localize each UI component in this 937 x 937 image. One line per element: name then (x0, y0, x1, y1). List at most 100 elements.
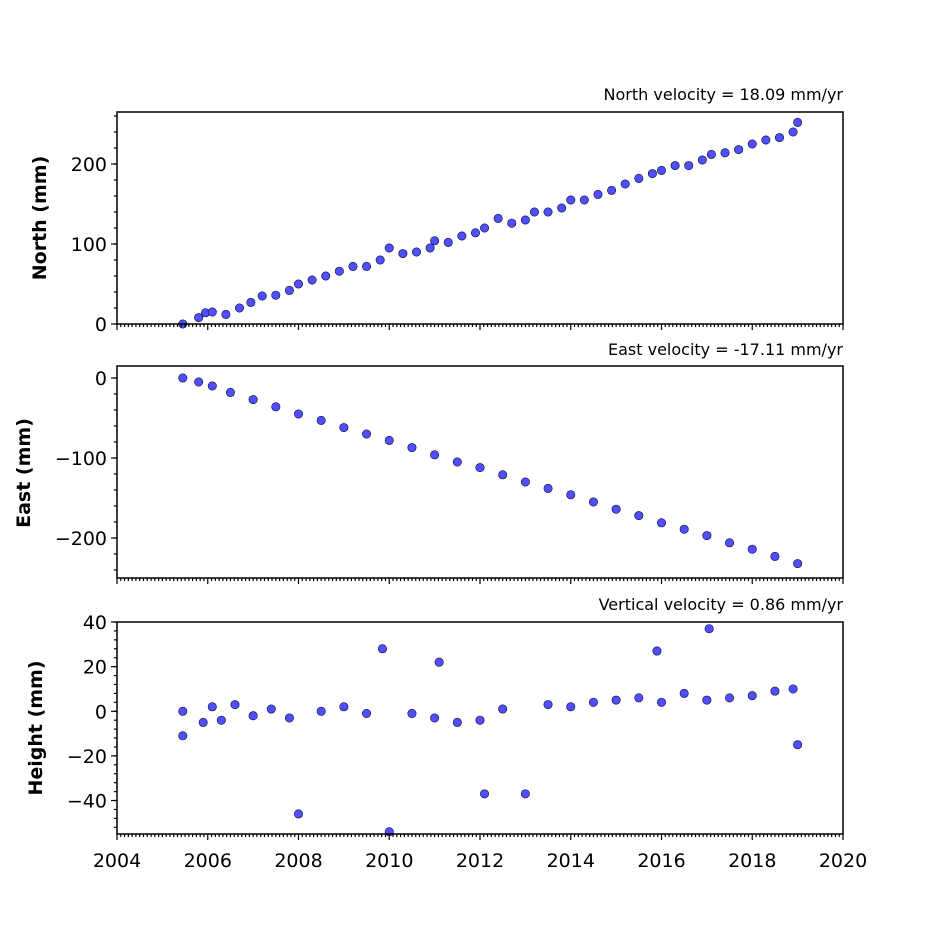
height-ylabel: Height (mm) (25, 660, 47, 795)
north-data-point (720, 148, 730, 158)
east-data-point (384, 435, 394, 445)
north-data-point (334, 266, 344, 276)
north-data-point (493, 213, 503, 223)
north-xticks (116, 324, 844, 330)
height-data-point (793, 740, 803, 750)
height-ytick-label: −20 (67, 746, 107, 768)
height-data-point (520, 789, 530, 799)
north-data-point (647, 169, 657, 179)
north-data-point (293, 279, 303, 289)
north-data-point (271, 290, 281, 300)
height-ytick-label: 20 (83, 657, 107, 679)
height-data-point (566, 702, 576, 712)
north-data-point (774, 133, 784, 143)
height-data-point (543, 700, 553, 710)
x-tick-label: 2010 (365, 850, 413, 872)
height-data-point (480, 789, 490, 799)
east-data-point (225, 387, 235, 397)
north-data-point (457, 231, 467, 241)
north-panel: North velocity = 18.09 mm/yr North (mm) … (29, 85, 844, 336)
east-data-point (271, 402, 281, 412)
height-data-point (747, 691, 757, 701)
north-yticks: 0 100 200 (71, 115, 117, 336)
north-data-point (398, 249, 408, 259)
east-data-point (248, 395, 258, 405)
east-data-point (293, 409, 303, 419)
north-data-point (425, 243, 435, 253)
height-data-point (339, 702, 349, 712)
height-data-point (434, 657, 444, 667)
height-data-point (475, 715, 485, 725)
north-data-point (634, 173, 644, 183)
east-data-point (793, 559, 803, 569)
north-data-point (684, 161, 694, 171)
north-points (178, 117, 803, 329)
height-data-point (216, 715, 226, 725)
height-panel: Vertical velocity = 0.86 mm/yr Height (m… (25, 595, 844, 840)
north-data-point (284, 285, 294, 295)
north-data-point (734, 145, 744, 155)
x-tick-label: 2020 (819, 850, 867, 872)
height-data-point (679, 688, 689, 698)
north-data-point (566, 195, 576, 205)
east-points (178, 373, 803, 569)
east-data-point (475, 463, 485, 473)
height-plot-frame (116, 621, 844, 835)
height-data-point (248, 711, 258, 721)
east-panel: East velocity = -17.11 mm/yr East (mm) 0… (13, 340, 844, 584)
north-plot-frame (116, 111, 844, 325)
height-data-point (611, 695, 621, 705)
north-data-point (557, 203, 567, 213)
height-data-point (207, 702, 217, 712)
east-data-point (679, 524, 689, 534)
north-data-point (697, 155, 707, 165)
height-data-point (362, 708, 372, 718)
north-data-point (520, 215, 530, 225)
north-data-point (362, 261, 372, 271)
east-plot-frame (116, 365, 844, 579)
east-data-point (452, 457, 462, 467)
x-tick-label: 2016 (637, 850, 685, 872)
x-tick-label: 2012 (456, 850, 504, 872)
east-ytick-label: −100 (55, 448, 107, 470)
north-data-point (793, 117, 803, 127)
east-data-point (362, 429, 372, 439)
height-data-point (588, 697, 598, 707)
north-data-point (430, 236, 440, 246)
height-data-point (377, 644, 387, 654)
east-data-point (543, 483, 553, 493)
north-data-point (656, 165, 666, 175)
east-data-point (498, 470, 508, 480)
north-data-point (620, 179, 630, 189)
height-data-point (266, 704, 276, 714)
north-data-point (507, 218, 517, 228)
north-data-point (480, 223, 490, 233)
height-ytick-label: 40 (83, 612, 107, 634)
east-data-point (770, 551, 780, 561)
east-data-point (520, 477, 530, 487)
east-data-point (407, 443, 417, 453)
east-data-point (178, 373, 188, 383)
north-data-point (194, 313, 204, 323)
height-yticks: 40 20 0 −20 −40 (67, 612, 117, 828)
height-data-point (704, 624, 714, 634)
north-data-point (706, 149, 716, 159)
height-data-point (498, 704, 508, 714)
height-data-point (316, 706, 326, 716)
height-data-point (178, 731, 188, 741)
east-data-point (702, 531, 712, 541)
north-ylabel: North (mm) (29, 156, 51, 281)
x-tick-label: 2018 (728, 850, 776, 872)
north-data-point (384, 243, 394, 253)
north-data-point (307, 275, 317, 285)
height-data-point (452, 717, 462, 727)
north-data-point (543, 207, 553, 217)
north-ytick-label: 200 (71, 154, 107, 176)
height-data-point (788, 684, 798, 694)
east-data-point (194, 377, 204, 387)
height-ytick-label: 0 (95, 701, 107, 723)
east-data-point (588, 497, 598, 507)
east-data-point (611, 504, 621, 514)
east-data-point (339, 423, 349, 433)
